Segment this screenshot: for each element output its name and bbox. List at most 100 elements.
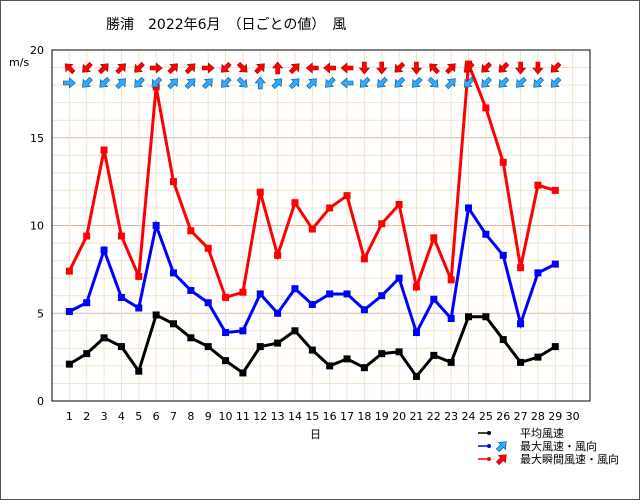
max-wind-direction-arrow <box>498 76 510 88</box>
max-wind-direction-arrow <box>325 76 336 88</box>
gust-direction-arrow <box>481 61 492 73</box>
legend-dot-1 <box>487 431 491 435</box>
max-wind-direction-arrow <box>220 76 232 88</box>
gust-direction-arrow <box>410 61 423 75</box>
max-wind-direction-arrow-shape <box>115 78 126 90</box>
series-marker-1 <box>222 357 230 365</box>
gust-direction-arrow <box>134 61 145 73</box>
gust-direction-arrow-shape <box>64 63 76 75</box>
gust-direction-arrow-shape <box>498 61 510 73</box>
gust-direction-arrow <box>201 62 215 74</box>
gust-direction-arrow <box>167 63 179 75</box>
max-wind-direction-arrow-shape <box>99 76 111 88</box>
legend-arrow-icon-2 <box>495 441 507 453</box>
series-marker-1 <box>274 339 282 347</box>
gust-direction-arrow <box>358 61 371 75</box>
x-tick-label: 7 <box>170 410 177 423</box>
gust-direction-arrow-shape <box>445 63 456 75</box>
x-tick-label: 30 <box>566 410 580 423</box>
series-marker-1 <box>551 343 559 351</box>
max-wind-direction-arrow <box>394 76 406 88</box>
max-wind-direction-arrow <box>63 77 76 89</box>
gust-direction-arrow <box>64 63 76 75</box>
series-marker-1 <box>412 372 420 380</box>
max-wind-direction-arrow-shape <box>271 78 283 90</box>
series-marker-1 <box>343 355 351 363</box>
max-wind-direction-arrow-shape <box>377 76 388 88</box>
gust-direction-arrow <box>445 63 456 75</box>
x-tick-label: 28 <box>531 410 545 423</box>
x-tick-label: 21 <box>409 410 423 423</box>
series-marker-2 <box>378 292 386 300</box>
max-wind-direction-arrow-shape <box>220 76 232 88</box>
gust-direction-arrow <box>498 61 510 73</box>
series-marker-1 <box>187 334 195 342</box>
plot-frame <box>51 49 591 402</box>
series-marker-2 <box>65 307 73 315</box>
x-tick-label: 6 <box>153 410 160 423</box>
max-wind-direction-arrow <box>236 76 248 88</box>
series-marker-2 <box>274 309 282 317</box>
legend-label-3: 最大瞬間風速・風向 <box>520 452 619 466</box>
series-marker-1 <box>378 350 386 358</box>
max-wind-direction-arrow <box>271 78 283 90</box>
x-tick-label: 20 <box>392 410 406 423</box>
series-marker-3 <box>187 227 195 235</box>
max-wind-direction-arrow <box>481 76 492 88</box>
series-marker-3 <box>326 204 334 212</box>
max-wind-direction-arrow <box>115 78 126 90</box>
series-marker-2 <box>534 269 542 277</box>
gust-direction-arrow <box>429 63 440 75</box>
series-marker-1 <box>534 353 542 361</box>
gust-direction-arrow-shape <box>550 61 562 73</box>
series-marker-2 <box>100 246 108 254</box>
series-marker-3 <box>412 283 420 291</box>
max-wind-direction-arrow-shape <box>394 76 406 88</box>
x-axis-label: 日 <box>310 428 321 441</box>
gust-direction-arrow <box>220 61 232 73</box>
series-marker-2 <box>169 269 177 277</box>
gust-direction-arrow <box>254 63 265 75</box>
x-tick-label: 23 <box>444 410 458 423</box>
max-wind-direction-arrow <box>167 78 179 90</box>
series-marker-2 <box>360 306 368 314</box>
gust-direction-arrow-shape <box>82 61 93 73</box>
series-marker-2 <box>152 222 160 229</box>
x-tick-label: 12 <box>253 410 267 423</box>
gust-direction-arrow-shape <box>481 61 492 73</box>
max-wind-direction-arrow-shape <box>306 78 317 90</box>
max-wind-direction-arrow-shape <box>550 76 562 88</box>
series-marker-2 <box>117 293 125 301</box>
series-marker-2 <box>465 204 473 212</box>
max-wind-direction-arrow <box>359 76 371 88</box>
series-marker-3 <box>100 146 108 154</box>
max-wind-direction-arrow <box>254 76 266 90</box>
max-wind-direction-arrow-shape <box>184 78 196 90</box>
gust-direction-arrow <box>340 62 354 74</box>
series-marker-2 <box>517 320 525 328</box>
gust-direction-arrow <box>236 61 248 73</box>
series-marker-1 <box>499 336 507 344</box>
max-wind-direction-arrow-shape <box>533 76 545 88</box>
series-marker-1 <box>135 367 143 375</box>
series-marker-1 <box>256 343 264 351</box>
chart-title: 勝浦 2022年6月 （日ごとの値） 風 <box>106 17 346 33</box>
series-marker-1 <box>117 343 125 351</box>
gust-direction-arrow-shape <box>184 63 196 75</box>
legend-arrow-shape <box>495 441 507 453</box>
series-marker-3 <box>378 220 386 228</box>
series-marker-2 <box>256 290 264 298</box>
series-marker-3 <box>465 60 473 68</box>
max-wind-direction-arrow-shape <box>463 76 475 88</box>
series-marker-1 <box>395 348 403 356</box>
x-tick-label: 15 <box>305 410 319 423</box>
x-tick-label: 4 <box>118 410 125 423</box>
series-marker-3 <box>239 288 247 296</box>
gust-direction-arrow-shape <box>358 61 371 75</box>
gust-direction-arrow-shape <box>288 63 300 75</box>
gust-direction-arrow-shape <box>394 61 406 73</box>
max-wind-direction-arrow <box>82 76 93 88</box>
series-marker-2 <box>83 299 91 307</box>
series-marker-2 <box>204 299 212 307</box>
